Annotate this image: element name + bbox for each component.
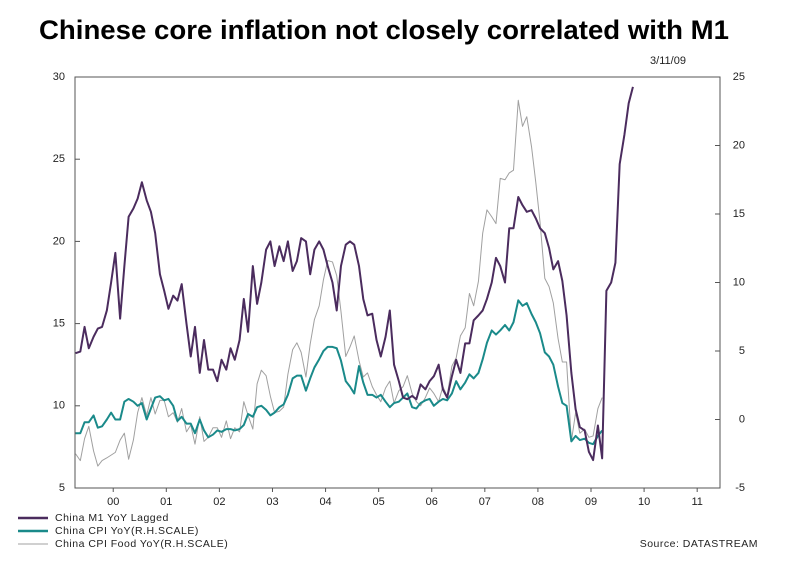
x-tick-label: 07 — [479, 496, 491, 508]
y2-tick-label: 15 — [733, 208, 745, 220]
legend-text: China M1 YoY Lagged — [55, 512, 169, 524]
y2-tick-label: 20 — [733, 139, 745, 151]
x-tick-label: 08 — [532, 496, 544, 508]
series-line — [75, 299, 603, 446]
x-tick-label: 10 — [638, 496, 650, 508]
y-tick-label: 30 — [53, 71, 65, 83]
y-tick-label: 10 — [53, 400, 65, 412]
y-tick-label: 20 — [53, 235, 65, 247]
chart-date: 3/11/09 — [650, 55, 686, 67]
x-tick-label: 02 — [213, 496, 225, 508]
x-tick-label: 06 — [426, 496, 438, 508]
chart-source: Source: DATASTREAM — [640, 538, 758, 550]
y2-tick-label: 0 — [739, 413, 745, 425]
x-tick-label: 03 — [266, 496, 278, 508]
x-tick-label: 09 — [585, 496, 597, 508]
x-tick-label: 00 — [107, 496, 119, 508]
y2-tick-label: 25 — [733, 71, 745, 83]
y-tick-label: 15 — [53, 318, 65, 330]
y2-tick-label: -5 — [735, 482, 745, 494]
x-tick-label: 11 — [691, 496, 702, 508]
x-tick-label: 05 — [373, 496, 385, 508]
y2-tick-label: 10 — [733, 276, 745, 288]
x-tick-label: 04 — [319, 496, 331, 508]
y-tick-label: 25 — [53, 153, 65, 165]
chart-title: Chinese core inflation not closely corre… — [39, 15, 729, 45]
legend-text: China CPI Food YoY(R.H.SCALE) — [55, 538, 228, 550]
series-line — [75, 86, 634, 462]
y2-tick-label: 5 — [739, 345, 745, 357]
x-tick-label: 01 — [160, 496, 172, 508]
legend-text: China CPI YoY(R.H.SCALE) — [55, 525, 199, 537]
y-tick-label: 5 — [59, 482, 65, 494]
